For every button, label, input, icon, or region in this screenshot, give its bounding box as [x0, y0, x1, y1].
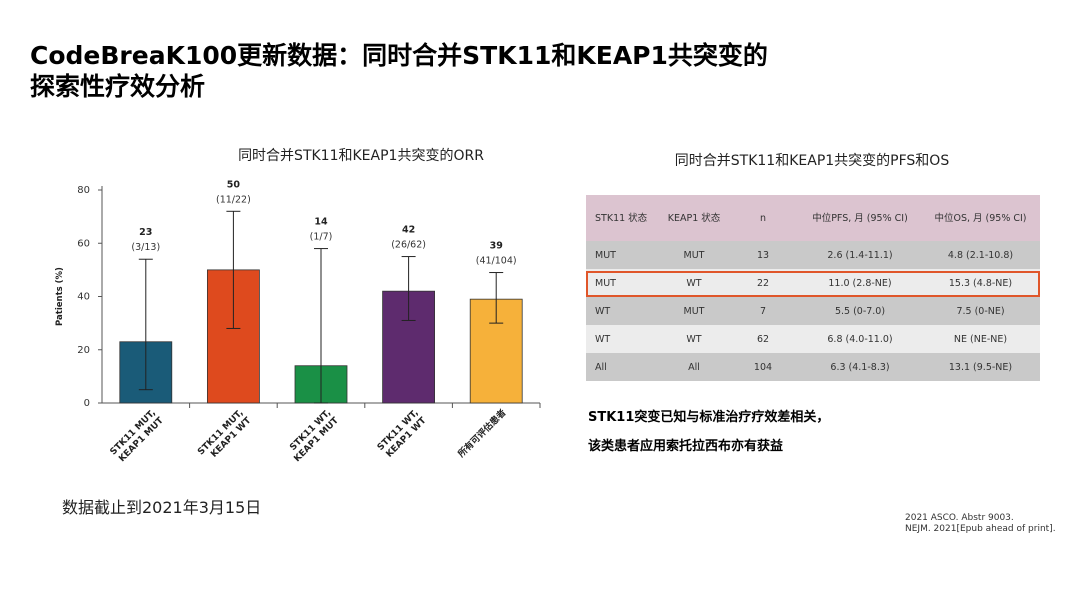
category-label: STK11 WT,KEAP1 MUT	[285, 407, 342, 464]
cell-n: 62	[756, 333, 770, 345]
note-line-1: STK11突变已知与标准治疗疗效差相关，	[588, 410, 830, 425]
header-stk11-status: STK11 状态	[595, 212, 648, 224]
chart-title: 同时合并STK11和KEAP1共突变的ORR	[238, 148, 484, 164]
table-row: WT WT 62 6.8 (4.0-11.0) NE (NE-NE)	[586, 325, 1040, 353]
y-tick-label: 40	[77, 292, 90, 303]
cell-os: 13.1 (9.5-NE)	[948, 361, 1013, 373]
header-median-os: 中位OS, 月 (95% CI)	[934, 212, 1027, 224]
cell-stk11: WT	[595, 333, 611, 345]
cell-stk11: MUT	[595, 277, 616, 289]
category-label: STK11 MUT,KEAP1 WT	[196, 407, 254, 465]
reference-2: NEJM. 2021[Epub ahead of print].	[905, 524, 1056, 534]
value-label: 39	[490, 241, 503, 252]
note-line-2: 该类患者应用索托拉西布亦有获益	[588, 439, 784, 454]
header-median-pfs: 中位PFS, 月 (95% CI)	[812, 212, 908, 224]
cell-n: 22	[756, 277, 770, 289]
cell-os: NE (NE-NE)	[953, 333, 1008, 345]
cell-keap1: MUT	[683, 249, 705, 261]
cell-stk11: All	[595, 361, 607, 373]
table-row: All All 104 6.3 (4.1-8.3) 13.1 (9.5-NE)	[586, 353, 1040, 381]
category-label: 所有可评估患者	[455, 407, 508, 460]
fraction-label: (11/22)	[216, 194, 251, 205]
orr-bar-chart: 同时合并STK11和KEAP1共突变的ORR 0 20 40 60 80 Patients …	[55, 148, 541, 465]
cell-keap1: All	[688, 361, 700, 373]
cell-pfs: 6.8 (4.0-11.0)	[827, 333, 893, 345]
cell-os: 7.5 (0-NE)	[956, 305, 1005, 317]
data-cutoff-text: 数据截止到2021年3月15日	[62, 498, 262, 517]
fraction-label: (1/7)	[310, 232, 333, 243]
value-label: 50	[227, 179, 241, 190]
slide-title-line-1: CodeBreaK100更新数据：同时合并STK11和KEAP1共突变的	[30, 41, 768, 70]
value-label: 14	[314, 217, 328, 228]
y-tick-label: 60	[77, 238, 90, 249]
pfs-os-table: STK11 状态 KEAP1 状态 n 中位PFS, 月 (95% CI) 中位…	[586, 195, 1040, 381]
cell-n: 7	[759, 305, 767, 317]
fraction-label: (3/13)	[131, 242, 160, 253]
cell-keap1: MUT	[683, 305, 705, 317]
category-label: STK11 MUT,KEAP1 MUT	[109, 407, 167, 465]
y-tick-label: 20	[77, 345, 90, 356]
cell-os: 15.3 (4.8-NE)	[948, 277, 1013, 289]
table-row-highlighted: MUT WT 22 11.0 (2.8-NE) 15.3 (4.8-NE)	[586, 269, 1040, 297]
table-title: 同时合并STK11和KEAP1共突变的PFS和OS	[674, 153, 950, 169]
y-tick-label: 0	[84, 398, 90, 409]
table-header-row: STK11 状态 KEAP1 状态 n 中位PFS, 月 (95% CI) 中位…	[586, 195, 1040, 241]
slide-title: CodeBreaK100更新数据：同时合并STK11和KEAP1共突变的 探索性…	[30, 40, 768, 102]
cell-os: 4.8 (2.1-10.8)	[947, 249, 1014, 261]
cell-pfs: 6.3 (4.1-8.3)	[830, 361, 890, 373]
fraction-label: (41/104)	[476, 256, 517, 267]
cell-keap1: WT	[686, 277, 702, 289]
cell-stk11: MUT	[595, 249, 616, 261]
cell-n: 13	[756, 249, 770, 261]
cell-pfs: 11.0 (2.8-NE)	[828, 277, 892, 289]
table-row: MUT MUT 13 2.6 (1.4-11.1) 4.8 (2.1-10.8)	[586, 241, 1040, 269]
header-keap1-status: KEAP1 状态	[667, 212, 721, 224]
value-label: 42	[402, 225, 415, 236]
cell-keap1: WT	[686, 333, 702, 345]
references: 2021 ASCO. Abstr 9003. NEJM. 2021[Epub a…	[905, 513, 1056, 535]
cell-pfs: 5.5 (0-7.0)	[834, 305, 886, 317]
cell-stk11: WT	[595, 305, 611, 317]
y-axis-title: Patients (%)	[55, 267, 65, 326]
cell-pfs: 2.6 (1.4-11.1)	[827, 249, 893, 261]
fraction-label: (26/62)	[391, 240, 426, 251]
slide-title-line-2: 探索性疗效分析	[30, 72, 206, 101]
header-n: n	[759, 212, 767, 224]
cell-n: 104	[753, 361, 773, 373]
category-label: STK11 WT,KEAP1 WT	[376, 407, 429, 460]
table-row: WT MUT 7 5.5 (0-7.0) 7.5 (0-NE)	[586, 297, 1040, 325]
y-tick-label: 80	[77, 185, 90, 196]
reference-1: 2021 ASCO. Abstr 9003.	[905, 513, 1014, 523]
value-label: 23	[139, 227, 152, 238]
